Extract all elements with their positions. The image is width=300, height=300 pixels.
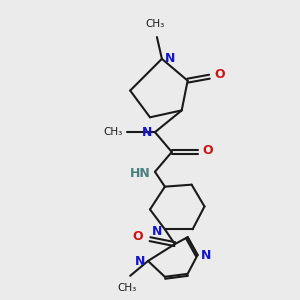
Text: O: O (132, 230, 143, 243)
Text: N: N (152, 225, 162, 238)
Text: N: N (165, 52, 175, 65)
Text: HN: HN (130, 167, 151, 180)
Text: N: N (135, 256, 145, 268)
Text: CH₃: CH₃ (145, 19, 165, 29)
Text: O: O (202, 143, 213, 157)
Text: N: N (200, 248, 211, 262)
Text: O: O (214, 68, 225, 81)
Text: CH₃: CH₃ (103, 127, 122, 137)
Text: N: N (142, 126, 152, 139)
Text: CH₃: CH₃ (118, 283, 137, 293)
